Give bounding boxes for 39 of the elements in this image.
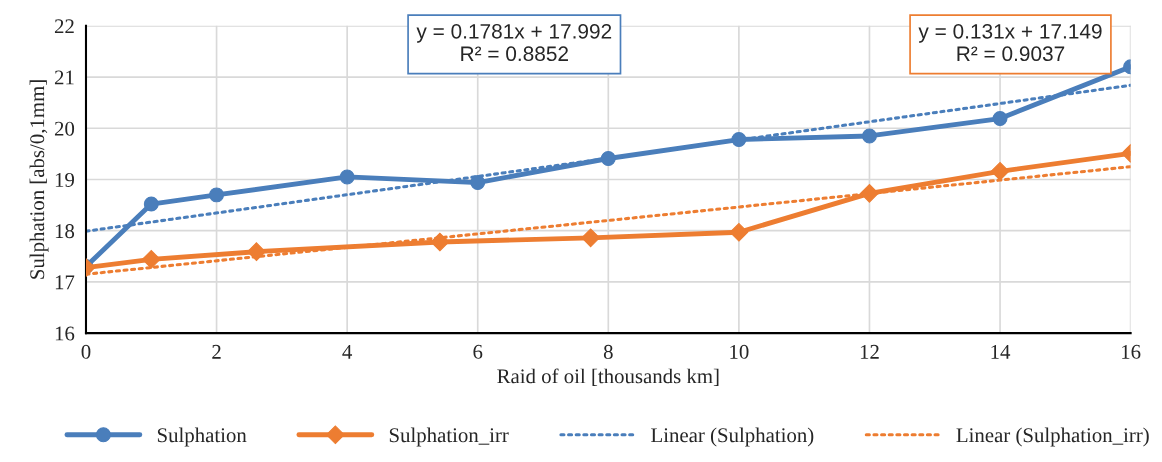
point [992, 111, 1008, 127]
point [581, 228, 601, 248]
legend-label: Sulphation_irr [389, 427, 509, 447]
point [731, 132, 747, 148]
point [209, 187, 225, 203]
point [860, 183, 879, 203]
point [990, 161, 1010, 181]
x-tick-label: 14 [991, 344, 1011, 359]
y-tick-label: 17 [55, 275, 75, 290]
y-tick-label: 18 [55, 224, 75, 239]
point [470, 175, 486, 191]
point [143, 196, 159, 212]
y-tick-label: 22 [54, 19, 74, 34]
x-axis-title: Raid of oil [thousands km] [497, 368, 719, 386]
point [600, 151, 616, 166]
point [862, 128, 877, 144]
x-tick-label: 2 [212, 344, 221, 359]
point [247, 242, 266, 262]
point [729, 222, 749, 242]
y-tick-label: 21 [54, 70, 74, 85]
x-tick-label: 4 [342, 344, 353, 359]
point [430, 232, 450, 252]
y-tick-label: 19 [55, 172, 75, 187]
point [141, 250, 161, 269]
legend-label: Sulphation [157, 427, 247, 447]
annotation: y = 0.131x + 17.149 R² = 0.9037 [918, 23, 1102, 62]
y-tick-label: 20 [54, 121, 75, 136]
x-tick-label: 12 [860, 344, 879, 359]
annotation: y = 0.1781x + 17.992 R² = 0.8852 [416, 23, 612, 62]
x-tick-label: 10 [730, 344, 749, 359]
x-tick-label: 6 [473, 344, 483, 359]
y-axis-title: Sulphation [abs/0,1mm] [29, 80, 49, 279]
legend-label: Linear (Sulphation) [651, 427, 814, 447]
x-tick-label: 0 [81, 344, 91, 359]
point [339, 169, 355, 185]
x-tick-label: 16 [1122, 344, 1141, 359]
y-tick-label: 16 [55, 326, 75, 341]
x-tick-label: 8 [603, 344, 613, 359]
legend-label: Linear (Sulphation_irr) [956, 427, 1149, 447]
